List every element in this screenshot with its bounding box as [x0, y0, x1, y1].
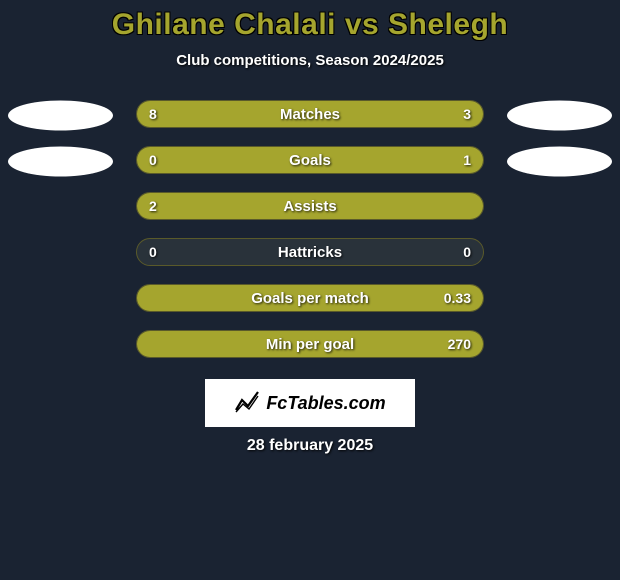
stat-row: Goals01: [0, 143, 620, 189]
bar-fill-right: [137, 285, 483, 311]
subtitle: Club competitions, Season 2024/2025: [0, 52, 620, 69]
date-text: 28 february 2025: [0, 437, 620, 455]
stat-bar: Assists2: [136, 192, 484, 220]
page-title: Ghilane Chalali vs Shelegh: [0, 8, 620, 42]
stat-bar: Goals01: [136, 146, 484, 174]
player-left-ellipse: [8, 147, 113, 177]
player-right-ellipse: [507, 147, 612, 177]
stat-row: Min per goal270: [0, 327, 620, 373]
bar-fill-right: [389, 101, 483, 127]
stat-value-left: 0: [149, 239, 157, 265]
stat-bar: Hattricks0 0: [136, 238, 484, 266]
stat-bar: Min per goal270: [136, 330, 484, 358]
stat-bar: Matches83: [136, 100, 484, 128]
stat-bar: Goals per match0.33: [136, 284, 484, 312]
bar-fill-right: [137, 331, 483, 357]
stat-row: Assists2: [0, 189, 620, 235]
brand-badge: FcTables.com: [205, 379, 415, 427]
stat-row: Goals per match0.33: [0, 281, 620, 327]
stat-row: Matches83: [0, 97, 620, 143]
player-left-ellipse: [8, 101, 113, 131]
bar-fill-left: [137, 193, 483, 219]
bar-fill-left: [137, 101, 389, 127]
stat-rows: Matches83 Goals01 Assists2 Hattricks0 0 Goals…: [0, 97, 620, 373]
stat-row: Hattricks0 0: [0, 235, 620, 281]
bar-fill-left: [137, 147, 199, 173]
stat-value-right: 0: [463, 239, 471, 265]
infographic-container: Ghilane Chalali vs Shelegh Club competit…: [0, 0, 620, 580]
player-right-ellipse: [507, 101, 612, 131]
brand-text: FcTables.com: [266, 393, 385, 414]
brand-icon: [234, 390, 260, 416]
bar-fill-right: [199, 147, 483, 173]
stat-label: Hattricks: [137, 239, 483, 265]
